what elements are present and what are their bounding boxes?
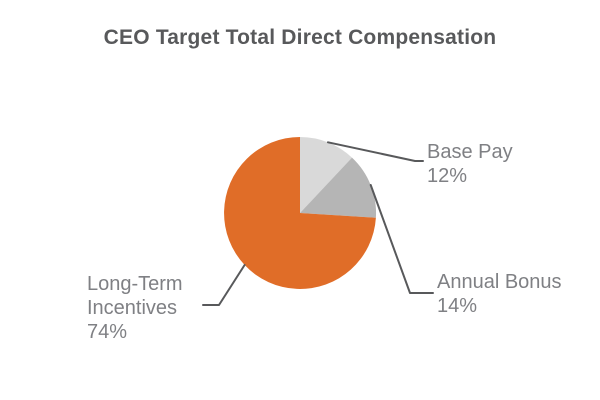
slice-label: Annual Bonus [437,271,562,293]
slice-value: 12% [427,165,468,187]
pie-slice-base-pay [300,137,352,213]
callout-long-term-incentives: Long-Term Incentives 74% [87,272,199,344]
leader-line-base-pay [327,141,424,162]
slice-label: Long-Term Incentives [87,273,183,319]
pie-slice-annual-bonus [300,157,377,218]
leader-line-long-term-incentives [202,264,246,306]
pie-slice-long-term-incentives [224,137,376,289]
callout-annual-bonus: Annual Bonus 14% [437,270,562,318]
leader-line-annual-bonus [369,184,434,294]
slice-value: 14% [437,295,478,317]
callout-base-pay: Base Pay 12% [427,140,513,188]
slice-value: 74% [87,321,128,343]
chart-title: CEO Target Total Direct Compensation [103,26,497,49]
slice-label: Base Pay [427,141,513,163]
